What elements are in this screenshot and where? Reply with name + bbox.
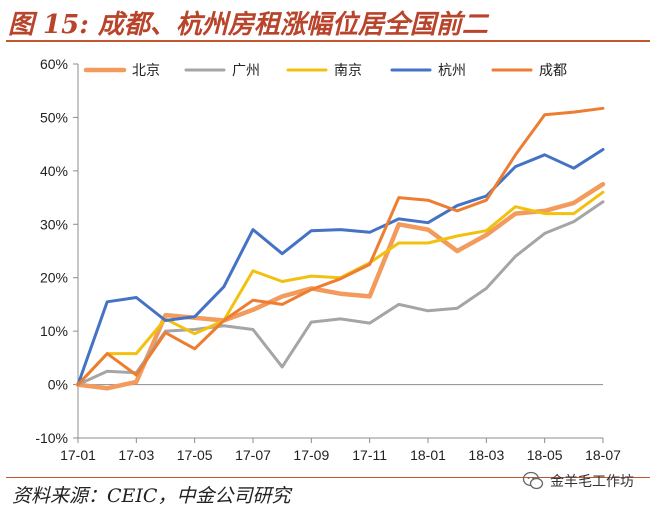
x-tick-label: 18-07: [585, 447, 621, 463]
y-tick-label: 40%: [40, 163, 68, 179]
series-line: [76, 148, 605, 387]
legend-label: 广州: [232, 63, 260, 79]
legend-label: 杭州: [438, 63, 466, 79]
x-tick-label: 17-07: [235, 447, 271, 463]
x-tick-label: 18-05: [527, 447, 563, 463]
series-lines: [75, 106, 606, 391]
line-chart: 60% 50% 40% 30% 20% 10% 0% -10%17-01 17-03 17-05 1…: [35, 56, 621, 463]
watermark: 金羊毛工作坊: [522, 470, 634, 492]
series-line: [75, 181, 606, 391]
y-tick-label: 0%: [48, 377, 68, 393]
x-tick-label: 18-01: [410, 447, 446, 463]
wechat-icon: [522, 471, 544, 490]
x-tick-label: 17-01: [60, 447, 96, 463]
watermark-text: 金羊毛工作坊: [550, 474, 634, 490]
x-tick-label: 17-09: [293, 447, 329, 463]
y-tick-label: 60%: [40, 56, 68, 72]
legend-label: 成都: [539, 63, 567, 79]
figure-title: 图 15: 成都、杭州房租涨幅位居全国前二: [8, 10, 488, 40]
series-line: [76, 106, 605, 387]
x-tick-label: 17-05: [177, 447, 213, 463]
chart-legend: 北京 广州 南京 杭州 成都: [83, 63, 567, 79]
x-tick-label: 17-03: [118, 447, 154, 463]
y-tick-label: 30%: [40, 216, 68, 232]
y-tick-label: 50%: [40, 109, 68, 125]
chart-axes: 60% 50% 40% 30% 20% 10% 0% -10%17-01 17-03 17-05 1…: [35, 56, 621, 463]
series-line: [76, 190, 605, 387]
series-line: [76, 200, 605, 387]
x-tick-label: 18-03: [468, 447, 504, 463]
x-tick-label: 17-11: [352, 447, 387, 463]
y-tick-label: 20%: [40, 270, 68, 286]
source-note: 资料来源：CEIC，中金公司研究: [12, 485, 291, 507]
source-rule: [6, 477, 650, 478]
legend-label: 北京: [132, 63, 160, 79]
y-tick-label: -10%: [35, 430, 68, 446]
legend-label: 南京: [334, 63, 362, 79]
title-rule: [6, 40, 650, 42]
y-tick-label: 10%: [40, 323, 68, 339]
